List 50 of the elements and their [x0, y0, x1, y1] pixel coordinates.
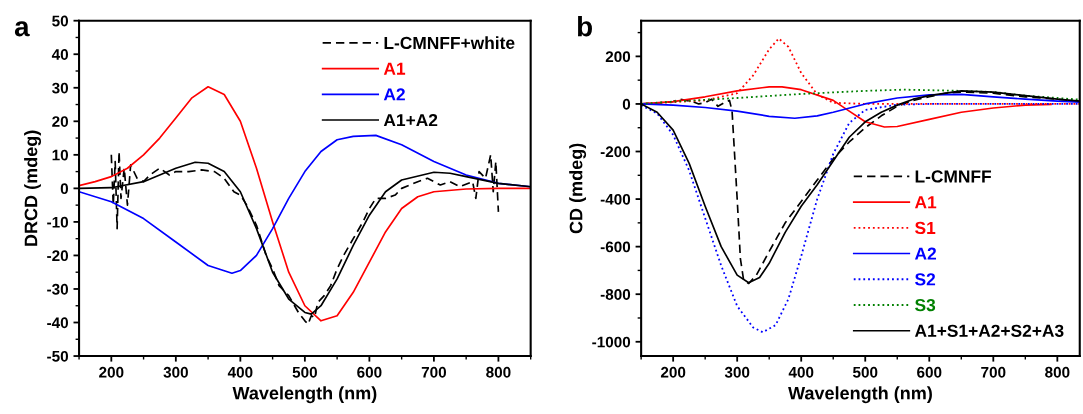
- y-tick-label: 20: [52, 116, 69, 127]
- legend-label: L-CMNFF+white: [384, 36, 515, 50]
- y-tick-label: 30: [52, 82, 69, 94]
- y-tick-label: -10: [47, 216, 69, 228]
- legend-label: S3: [915, 298, 936, 312]
- y-tick-label: 0: [622, 98, 631, 110]
- x-tick-label: 700: [981, 366, 1006, 378]
- y-tick-label: -50: [47, 350, 69, 362]
- y-tick-label: -200: [600, 146, 631, 158]
- y-axis-title: DRCD (mdeg): [24, 130, 42, 246]
- x-tick-label: 500: [292, 366, 317, 378]
- legend-label: S2: [915, 273, 936, 286]
- text: b: [577, 16, 592, 37]
- y-tick-label: -400: [600, 193, 631, 205]
- x-tick-label: 600: [917, 366, 942, 378]
- x-tick-label: 500: [852, 366, 878, 378]
- x-tick-label: 800: [1045, 366, 1070, 378]
- x-tick-label: 200: [660, 366, 686, 378]
- y-tick-label: 40: [51, 49, 69, 60]
- x-tick-label: 700: [421, 366, 447, 378]
- legend-label: A1+A2: [383, 113, 438, 127]
- x-tick-label: 400: [227, 366, 253, 378]
- y-tick-label: 50: [52, 15, 69, 27]
- legend-label: A1+S1+A2+S2+A3: [914, 324, 1064, 338]
- y-tick-label: 0: [60, 183, 69, 195]
- legend-label: A2: [914, 247, 937, 260]
- y-axis-title: CD (mdeg): [569, 143, 587, 234]
- y-tick-label: -20: [47, 250, 69, 262]
- y-tick-label: -800: [600, 289, 631, 300]
- legend-label: S1: [915, 221, 936, 235]
- y-tick-label: 200: [605, 51, 631, 63]
- x-tick-label: 300: [163, 366, 188, 378]
- y-tick-label: -1000: [592, 336, 631, 348]
- text: a: [14, 21, 30, 37]
- x-axis-title: Wavelength (nm): [232, 386, 377, 404]
- legend-label: A1: [383, 62, 406, 75]
- x-tick-label: 200: [99, 366, 124, 378]
- legend-label: L-CMNFF: [915, 170, 992, 183]
- line-series: [641, 88, 1080, 105]
- x-axis-title: Wavelength (nm): [788, 386, 932, 404]
- y-tick-label: -30: [47, 283, 69, 295]
- legend-label: A1: [914, 196, 937, 209]
- y-tick-label: -40: [47, 317, 69, 329]
- legend-label: A2: [383, 88, 405, 101]
- x-tick-label: 600: [357, 366, 382, 378]
- x-tick-label: 800: [486, 366, 511, 378]
- x-tick-label: 400: [788, 366, 814, 378]
- x-tick-label: 300: [724, 366, 750, 378]
- y-tick-label: -600: [600, 241, 631, 253]
- y-tick-label: 10: [52, 149, 69, 161]
